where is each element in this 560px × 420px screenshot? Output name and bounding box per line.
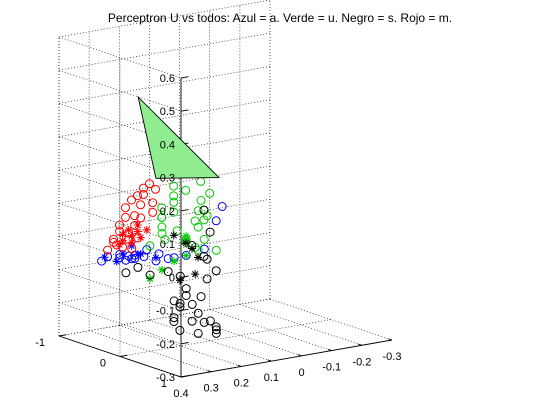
data-point-a — [218, 203, 226, 211]
data-point-u — [206, 189, 214, 197]
z-tick-mark — [181, 376, 189, 377]
data-point-s — [176, 326, 184, 334]
data-point-s — [212, 267, 220, 275]
data-point-s — [134, 263, 142, 271]
data-point-m — [137, 201, 145, 209]
z-tick-mark — [181, 343, 189, 344]
x-tick-label: 0.2 — [234, 377, 249, 389]
z-tick-label: 0.6 — [160, 73, 175, 85]
data-point-s — [188, 245, 196, 253]
data-point-u — [212, 246, 220, 254]
data-point-m — [149, 208, 157, 216]
z-tick-label: 0.5 — [160, 106, 175, 118]
grid-line — [119, 325, 241, 366]
z-tick-label: -0.3 — [156, 372, 175, 384]
y-tick-mark — [59, 335, 67, 336]
y-tick-label: 0 — [100, 358, 106, 370]
data-point-s — [206, 228, 214, 236]
axis-box — [59, 77, 392, 377]
x-tick-label: -0.3 — [383, 351, 402, 363]
x-tick-label: 0 — [299, 367, 305, 379]
data-point-a — [152, 254, 160, 262]
chart-title: Perceptron U vs todos: Azul = a. Verde =… — [108, 11, 452, 25]
x-tick-mark — [358, 344, 362, 345]
z-tick-mark — [181, 110, 189, 111]
x-tick-label: 0.3 — [203, 383, 218, 395]
z-tick-label: 0.3 — [160, 173, 175, 185]
grid-line — [180, 315, 302, 356]
data-point-m — [152, 185, 160, 193]
data-point-a — [212, 217, 220, 225]
y-tick-label: -1 — [35, 337, 45, 349]
data-point-m — [122, 213, 130, 221]
z-tick-label: 0.4 — [160, 139, 175, 151]
data-point-s — [188, 317, 196, 325]
data-point-s — [176, 276, 184, 284]
x-tick-mark — [238, 365, 242, 366]
data-point-s — [122, 269, 130, 277]
z-tick-label: 0.2 — [160, 206, 175, 218]
data-point-a — [113, 258, 121, 266]
x-tick-mark — [208, 371, 212, 372]
x-tick-label: -0.1 — [322, 362, 341, 374]
data-point-u — [197, 177, 205, 185]
x-tick-mark — [328, 349, 332, 350]
decision-plane — [138, 97, 219, 178]
grid-line — [120, 320, 331, 357]
x-tick-label: 0.4 — [173, 388, 188, 400]
data-point-u — [182, 252, 190, 260]
grid-line — [210, 310, 332, 351]
x-tick-mark — [388, 339, 392, 340]
x-tick-label: -0.2 — [352, 356, 371, 368]
data-point-u — [200, 235, 208, 243]
z-tick-label: -0.2 — [156, 339, 175, 351]
data-point-u — [191, 217, 199, 225]
data-point-m — [149, 199, 157, 207]
x-tick-label: 0.1 — [264, 372, 279, 384]
z-tick-label: 0.1 — [160, 239, 175, 251]
data-point-u — [194, 223, 202, 231]
z-tick-label: 0 — [169, 272, 175, 284]
data-point-m — [122, 204, 130, 212]
z-tick-mark — [181, 210, 189, 211]
grid-line — [59, 33, 270, 70]
x-tick-mark — [177, 376, 181, 377]
data-point-m — [137, 234, 145, 242]
data-point-s — [191, 270, 199, 278]
data-point-s — [194, 253, 202, 261]
grid-lines — [59, 0, 392, 377]
y-tick-mark — [120, 355, 128, 356]
z-tick-label: -0.1 — [156, 306, 175, 318]
data-point-u — [197, 196, 205, 204]
data-point-u — [182, 186, 190, 194]
data-point-a — [137, 250, 145, 258]
z-tick-mark — [181, 77, 189, 78]
data-point-s — [197, 293, 205, 301]
x-tick-mark — [298, 355, 302, 356]
x-tick-mark — [268, 360, 272, 361]
decision-plane-group — [138, 97, 219, 178]
data-point-s — [188, 300, 196, 308]
tick-labels: 0.4 0.3 0.2 0.1 0 -0.1 -0.2 -0.310-10.60.50.40.… — [35, 73, 401, 400]
data-point-s — [194, 309, 202, 317]
